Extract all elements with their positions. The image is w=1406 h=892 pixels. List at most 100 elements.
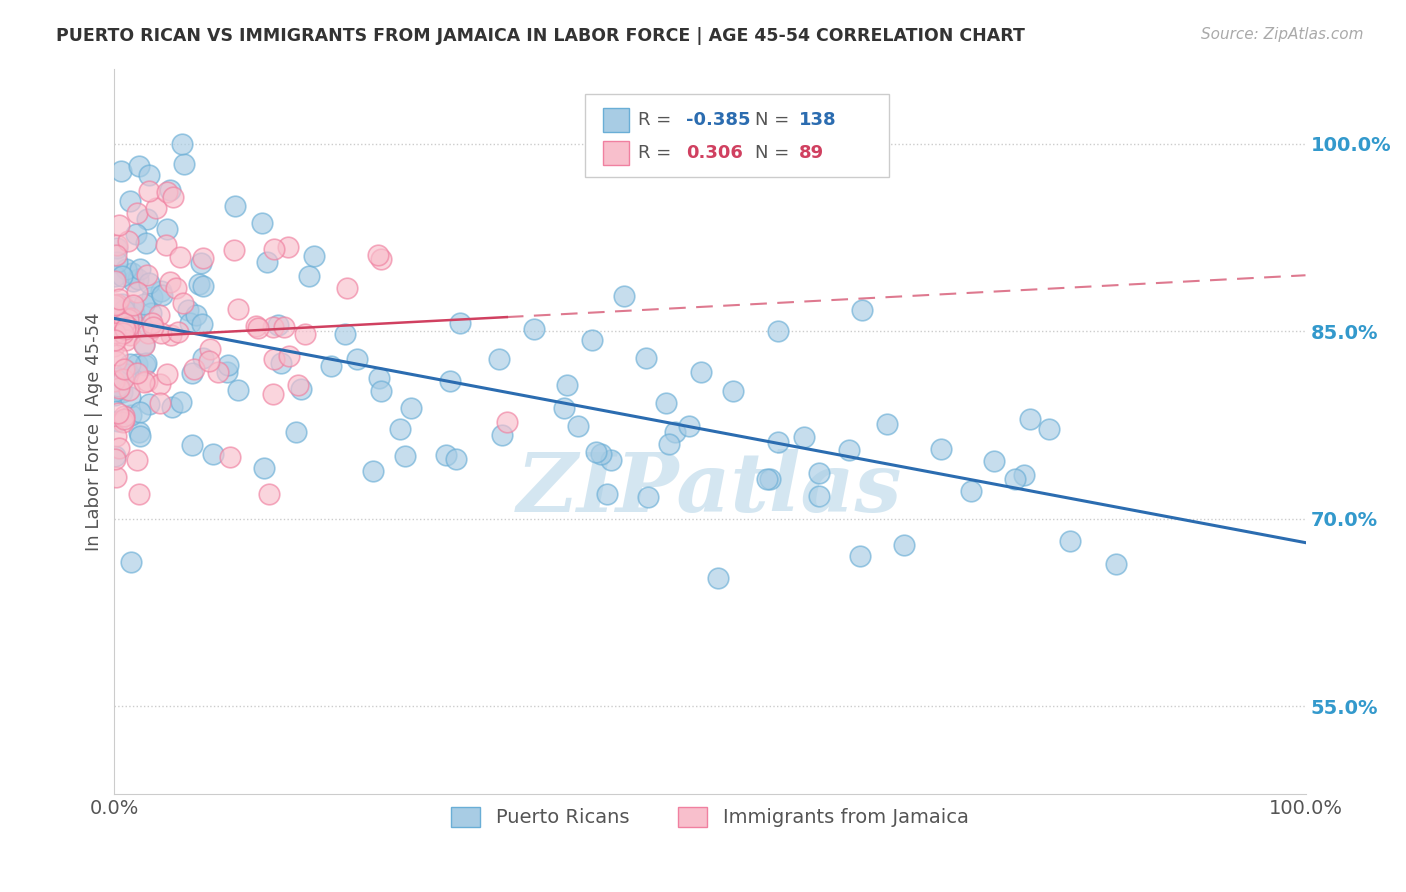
Point <box>128 159 150 173</box>
Point <box>117 234 139 248</box>
Point <box>105 255 128 269</box>
Point <box>136 212 159 227</box>
Point <box>960 483 983 498</box>
Point <box>107 406 129 420</box>
Point <box>759 472 782 486</box>
Point <box>176 302 198 317</box>
Point <box>149 376 172 391</box>
Point <box>141 290 163 304</box>
Point <box>263 242 285 256</box>
Point <box>129 429 152 443</box>
Point <box>191 351 214 365</box>
Point <box>169 250 191 264</box>
Point <box>136 374 159 388</box>
Point <box>125 357 148 371</box>
Point <box>589 447 612 461</box>
Text: R =: R = <box>638 144 678 162</box>
Point <box>114 322 136 336</box>
Point <box>183 361 205 376</box>
Point <box>110 164 132 178</box>
Point <box>290 382 312 396</box>
Point <box>105 297 128 311</box>
Text: 138: 138 <box>799 112 837 129</box>
Point <box>138 397 160 411</box>
Point <box>104 452 127 467</box>
Point <box>104 298 127 312</box>
Point <box>104 326 127 341</box>
Point <box>129 261 152 276</box>
Point <box>252 216 274 230</box>
Point <box>184 308 207 322</box>
Point <box>277 240 299 254</box>
Point <box>808 467 831 481</box>
Point <box>120 311 142 326</box>
Point <box>585 444 607 458</box>
Point <box>112 326 135 340</box>
Point <box>107 370 129 384</box>
Point <box>263 352 285 367</box>
Point <box>370 384 392 399</box>
Point <box>808 489 831 503</box>
Point <box>678 419 700 434</box>
Point <box>278 349 301 363</box>
Point <box>929 442 952 457</box>
Point <box>159 183 181 197</box>
Point <box>105 429 128 443</box>
Point <box>636 351 658 365</box>
Point <box>107 292 129 306</box>
Point <box>346 351 368 366</box>
Text: 0.306: 0.306 <box>686 144 742 162</box>
Point <box>104 388 127 402</box>
Point <box>117 368 139 382</box>
Point <box>596 486 619 500</box>
FancyBboxPatch shape <box>603 109 628 132</box>
Point <box>262 387 284 401</box>
Point <box>104 320 127 334</box>
Point <box>173 157 195 171</box>
Point <box>104 371 127 385</box>
Point <box>155 237 177 252</box>
Point <box>439 374 461 388</box>
Point <box>851 303 873 318</box>
Point <box>127 320 149 334</box>
Point <box>132 297 155 311</box>
Point <box>361 463 384 477</box>
Point <box>136 326 159 341</box>
Point <box>983 454 1005 468</box>
Point <box>108 218 131 232</box>
Point <box>107 379 129 393</box>
Point <box>581 333 603 347</box>
Point <box>117 311 139 326</box>
Point <box>138 185 160 199</box>
Point <box>105 353 128 368</box>
Point <box>495 415 517 429</box>
Point <box>217 358 239 372</box>
Point <box>105 238 128 252</box>
Point <box>302 249 325 263</box>
Point <box>107 414 129 428</box>
Text: R =: R = <box>638 112 678 129</box>
Point <box>491 427 513 442</box>
Point <box>370 252 392 266</box>
Point <box>128 425 150 440</box>
Point <box>120 555 142 569</box>
Point <box>723 384 745 399</box>
Point <box>165 281 187 295</box>
Point <box>112 409 135 423</box>
Point <box>257 487 280 501</box>
Point <box>103 374 125 388</box>
Point <box>333 326 356 341</box>
Point <box>219 450 242 464</box>
Point <box>112 316 135 330</box>
Text: 89: 89 <box>799 144 824 162</box>
Point <box>156 222 179 236</box>
Point <box>149 396 172 410</box>
FancyBboxPatch shape <box>603 141 628 165</box>
Text: N =: N = <box>755 144 796 162</box>
Point <box>613 289 636 303</box>
Point <box>256 255 278 269</box>
Point <box>156 367 179 381</box>
Point <box>444 451 467 466</box>
Point <box>121 266 143 280</box>
Point <box>1038 422 1060 436</box>
